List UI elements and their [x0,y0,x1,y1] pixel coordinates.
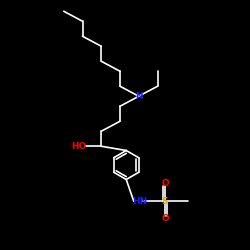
Text: S: S [162,197,168,206]
Text: O: O [161,214,169,223]
Text: HO: HO [71,142,86,151]
Text: HN: HN [132,197,148,206]
Text: O: O [161,179,169,188]
Text: N: N [135,92,142,101]
